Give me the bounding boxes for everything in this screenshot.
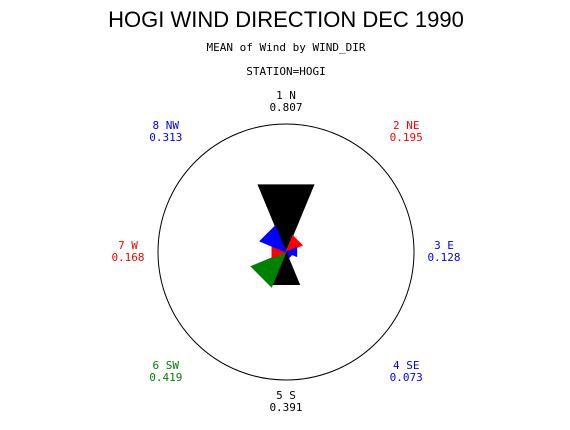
value-label: 0.073: [390, 371, 423, 384]
value-label: 0.168: [111, 251, 144, 264]
direction-label: 5 S: [276, 389, 296, 402]
group-label: STATION=HOGI: [246, 65, 325, 78]
direction-label: 6 SW: [153, 359, 180, 372]
direction-label: 8 NW: [153, 119, 180, 132]
direction-label: 7 W: [118, 239, 138, 252]
star-slice: [250, 251, 287, 288]
chart-subtitle: MEAN of Wind by WIND_DIR: [207, 41, 366, 54]
value-label: 0.391: [269, 401, 302, 414]
value-label: 0.128: [427, 251, 460, 264]
direction-label: 2 NE: [393, 119, 420, 132]
star-slice: [257, 184, 315, 254]
direction-label: 1 N: [276, 89, 296, 102]
direction-label: 3 E: [434, 239, 454, 252]
star-slice: [259, 225, 287, 253]
value-label: 0.419: [149, 371, 182, 384]
frame-circle: [157, 123, 415, 381]
value-label: 0.195: [390, 131, 423, 144]
chart-title: HOGI WIND DIRECTION DEC 1990: [108, 7, 464, 32]
direction-label: 4 SE: [393, 359, 420, 372]
value-label: 0.313: [149, 131, 182, 144]
value-label: 0.807: [269, 101, 302, 114]
